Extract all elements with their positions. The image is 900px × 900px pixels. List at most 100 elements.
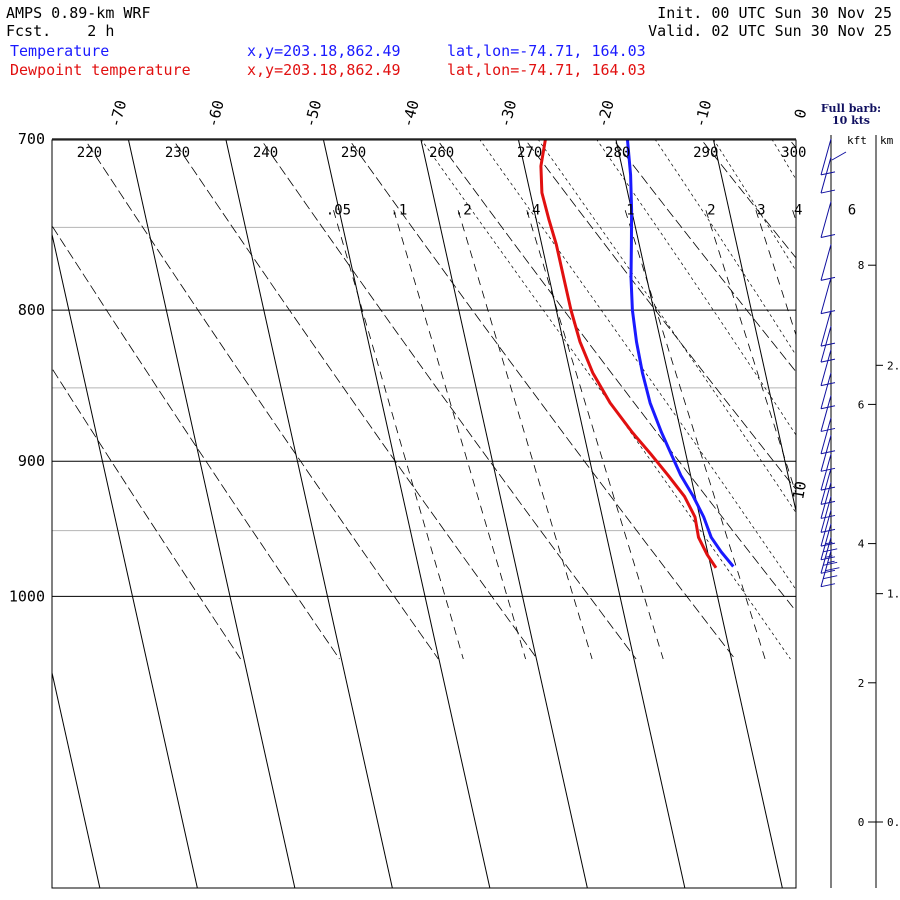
- wind-barb-flag: [820, 171, 836, 176]
- barb-legend-line2: 10 kts: [831, 114, 871, 127]
- wind-barb-staff: [820, 482, 832, 519]
- dry-adiabat-lines: [52, 140, 796, 660]
- wind-barb-staff: [820, 244, 832, 281]
- wind-barb-staff: [820, 510, 832, 547]
- mixing-ratio-label: .05: [326, 202, 351, 218]
- wind-barb: [820, 138, 836, 176]
- moist-adiabat: [771, 140, 796, 181]
- mixing-ratio-label: .4: [524, 202, 541, 218]
- moist-adiabat: [713, 140, 796, 272]
- wind-barb-staff: [820, 537, 832, 574]
- mixing-ratio-line: [526, 210, 664, 660]
- wind-barb-flag: [820, 514, 836, 519]
- wind-barb-flag: [823, 548, 838, 553]
- wind-barb: [820, 156, 836, 194]
- kft-tick-label: 2: [858, 677, 865, 690]
- dry-adiabat: [613, 140, 796, 373]
- isotherm: [52, 232, 198, 888]
- moist-adiabat: [538, 140, 796, 514]
- kft-axis-label: kft: [847, 134, 867, 147]
- mixing-ratio-label: 3: [757, 202, 765, 218]
- kft-tick-label: 0: [858, 816, 865, 829]
- barb-legend-line1: Full barb:: [820, 102, 882, 115]
- isotherm: [811, 140, 900, 888]
- wind-barb: [820, 468, 836, 505]
- wind-barb-flag: [820, 486, 836, 491]
- km-tick-label: 2.: [887, 359, 900, 372]
- mixing-ratio-line: [333, 210, 464, 660]
- mixing-ratio-line: [705, 210, 796, 495]
- dry-adiabat: [789, 140, 796, 149]
- km-axis-label: km: [880, 134, 894, 147]
- mixing-ratio-line: [624, 210, 766, 660]
- isotherm: [713, 140, 796, 514]
- mixing-ratio-label: .2: [455, 202, 472, 218]
- wind-barb-staff: [820, 277, 832, 314]
- moist-adiabat: [421, 140, 791, 660]
- wind-barb-flag: [820, 467, 836, 472]
- isobar-lines: [52, 138, 796, 597]
- dry-adiabat-label: 220: [77, 145, 102, 161]
- valid-time: Valid. 02 UTC Sun 30 Nov 25: [648, 22, 892, 40]
- dry-adiabat-label: 290: [693, 145, 718, 161]
- wind-barb-flag: [823, 575, 838, 580]
- legend-temperature-xy: x,y=203.18,862.49: [247, 42, 401, 60]
- mixing-ratio-line: [393, 210, 526, 660]
- temperature-tick-label: -10: [691, 98, 715, 129]
- moist-adiabat: [889, 139, 900, 659]
- wind-barb-flag: [820, 276, 836, 281]
- mixing-ratio-label: 4: [794, 202, 802, 218]
- dry-adiabat: [437, 140, 796, 612]
- legend-dewpoint-xy: x,y=203.18,862.49: [247, 61, 401, 79]
- wind-barb-staff: [820, 417, 832, 454]
- init-time: Init. 00 UTC Sun 30 Nov 25: [657, 4, 892, 22]
- dry-adiabat: [701, 140, 796, 259]
- wind-barb-flag: [820, 569, 836, 574]
- height-and-wind-panel: kft km 8 6 4 2 0 2. 1. 0.: [820, 134, 900, 888]
- km-tick-label: 1.: [887, 588, 900, 601]
- dewpoint-profile: [539, 140, 718, 569]
- wind-barb: [820, 496, 836, 533]
- pressure-tick-label: 900: [18, 452, 45, 470]
- moist-adiabat: [830, 139, 900, 659]
- temperature-tick-label: -20: [593, 98, 617, 129]
- wind-barb-half: [827, 560, 835, 564]
- isotherm: [420, 140, 588, 888]
- wind-barb: [820, 453, 836, 491]
- dry-adiabat-label: 300: [781, 145, 806, 161]
- wind-barb-staff: [820, 138, 832, 176]
- kft-tick-label: 8: [858, 259, 865, 272]
- mixing-ratio-label: .1: [390, 202, 407, 218]
- temperature-tick-label: -30: [496, 98, 520, 129]
- wind-barb-flag: [823, 561, 838, 566]
- wind-barb: [820, 435, 836, 472]
- wind-barb-flag: [820, 542, 836, 547]
- dry-adiabat-label: 270: [517, 145, 542, 161]
- wind-barb-flag: [820, 556, 836, 561]
- wind-barb-staff: [820, 468, 832, 505]
- wind-barb: [820, 550, 840, 588]
- mixing-ratio-label: 1: [626, 202, 634, 218]
- wind-barb-staff: [820, 550, 832, 587]
- wind-barb-flag: [820, 450, 836, 455]
- mixing-ratio-label: 6: [848, 202, 856, 218]
- wind-barb: [820, 510, 836, 547]
- plot-area: [52, 139, 900, 888]
- wind-barb-flag: [820, 233, 836, 238]
- isotherm-lines: [52, 140, 900, 888]
- wind-barb-flag: [825, 567, 840, 572]
- dry-adiabat-label: 250: [341, 145, 366, 161]
- dry-adiabat: [348, 140, 736, 660]
- isotherm: [615, 140, 783, 888]
- pressure-tick-label: 700: [18, 130, 45, 148]
- mixing-ratio-line: [457, 210, 593, 660]
- legend-dewpoint-latlon: lat,lon=-74.71, 164.03: [447, 61, 646, 79]
- isotherm: [323, 140, 491, 888]
- wind-barb-flag: [820, 310, 836, 315]
- wind-barb-flag: [820, 583, 836, 588]
- wind-barb: [820, 244, 836, 281]
- wind-barb-staff: [820, 435, 832, 472]
- kft-tick-label: 6: [858, 398, 865, 411]
- barb-legend-sample: [831, 151, 847, 161]
